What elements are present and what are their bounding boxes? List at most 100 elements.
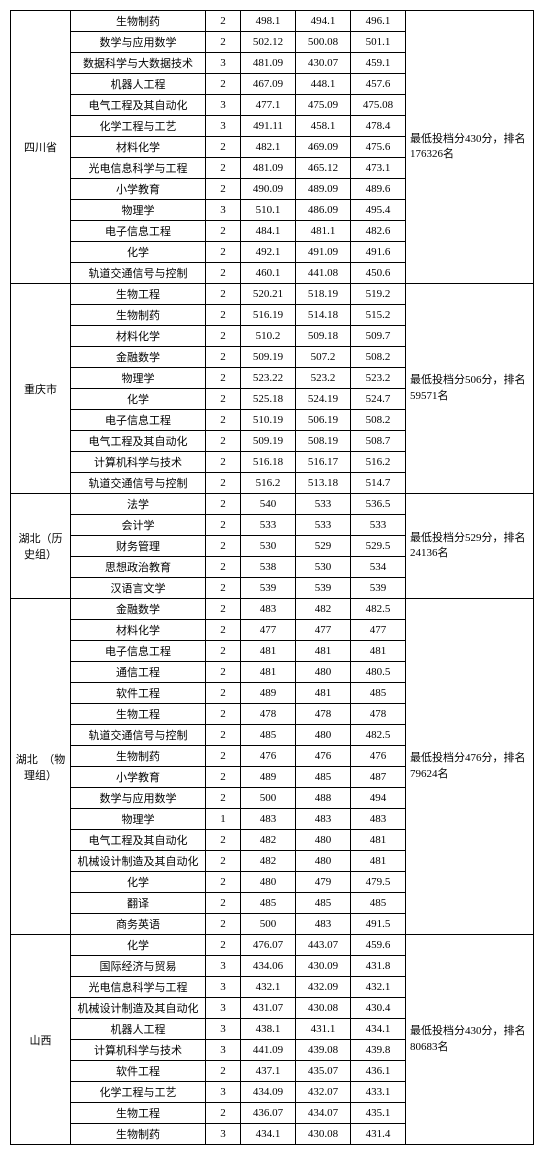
value-cell: 481 [351, 830, 406, 851]
major-cell: 物理学 [71, 200, 206, 221]
value-cell: 475.09 [296, 95, 351, 116]
value-cell: 2 [206, 620, 241, 641]
value-cell: 525.18 [241, 389, 296, 410]
value-cell: 538 [241, 557, 296, 578]
value-cell: 516.19 [241, 305, 296, 326]
value-cell: 2 [206, 326, 241, 347]
value-cell: 2 [206, 305, 241, 326]
value-cell: 432.1 [241, 977, 296, 998]
value-cell: 458.1 [296, 116, 351, 137]
value-cell: 485 [296, 893, 351, 914]
value-cell: 516.2 [351, 452, 406, 473]
value-cell: 465.12 [296, 158, 351, 179]
table-row: 四川省生物制药2498.1494.1496.1最低投档分430分，排名17632… [11, 11, 534, 32]
value-cell: 2 [206, 725, 241, 746]
value-cell: 2 [206, 431, 241, 452]
major-cell: 数学与应用数学 [71, 788, 206, 809]
value-cell: 2 [206, 221, 241, 242]
major-cell: 材料化学 [71, 137, 206, 158]
value-cell: 448.1 [296, 74, 351, 95]
value-cell: 2 [206, 788, 241, 809]
value-cell: 2 [206, 704, 241, 725]
value-cell: 2 [206, 32, 241, 53]
major-cell: 轨道交通信号与控制 [71, 725, 206, 746]
major-cell: 化学 [71, 872, 206, 893]
value-cell: 2 [206, 11, 241, 32]
value-cell: 437.1 [241, 1061, 296, 1082]
value-cell: 2 [206, 74, 241, 95]
value-cell: 496.1 [351, 11, 406, 32]
major-cell: 材料化学 [71, 620, 206, 641]
major-cell: 国际经济与贸易 [71, 956, 206, 977]
major-cell: 金融数学 [71, 599, 206, 620]
value-cell: 482 [241, 851, 296, 872]
value-cell: 523.2 [351, 368, 406, 389]
table-row: 重庆市生物工程2520.21518.19519.2最低投档分506分，排名595… [11, 284, 534, 305]
value-cell: 478 [351, 704, 406, 725]
major-cell: 机器人工程 [71, 74, 206, 95]
value-cell: 479.5 [351, 872, 406, 893]
major-cell: 法学 [71, 494, 206, 515]
table-row: 湖北（历史组）法学2540533536.5最低投档分529分，排名24136名 [11, 494, 534, 515]
value-cell: 524.7 [351, 389, 406, 410]
value-cell: 533 [296, 515, 351, 536]
value-cell: 431.8 [351, 956, 406, 977]
province-cell: 四川省 [11, 11, 71, 284]
major-cell: 通信工程 [71, 662, 206, 683]
value-cell: 2 [206, 557, 241, 578]
value-cell: 2 [206, 641, 241, 662]
province-cell: 湖北 （物理组） [11, 599, 71, 935]
value-cell: 482 [296, 599, 351, 620]
value-cell: 3 [206, 977, 241, 998]
major-cell: 电子信息工程 [71, 221, 206, 242]
value-cell: 476.07 [241, 935, 296, 956]
major-cell: 金融数学 [71, 347, 206, 368]
major-cell: 财务管理 [71, 536, 206, 557]
value-cell: 483 [241, 599, 296, 620]
value-cell: 469.09 [296, 137, 351, 158]
value-cell: 477 [296, 620, 351, 641]
value-cell: 2 [206, 746, 241, 767]
value-cell: 434.1 [241, 1124, 296, 1145]
value-cell: 432.1 [351, 977, 406, 998]
value-cell: 514.18 [296, 305, 351, 326]
value-cell: 2 [206, 767, 241, 788]
major-cell: 数据科学与大数据技术 [71, 53, 206, 74]
value-cell: 432.07 [296, 1082, 351, 1103]
major-cell: 电气工程及其自动化 [71, 95, 206, 116]
value-cell: 2 [206, 368, 241, 389]
value-cell: 3 [206, 1019, 241, 1040]
value-cell: 516.17 [296, 452, 351, 473]
value-cell: 2 [206, 179, 241, 200]
value-cell: 439.8 [351, 1040, 406, 1061]
value-cell: 523.22 [241, 368, 296, 389]
value-cell: 431.4 [351, 1124, 406, 1145]
value-cell: 2 [206, 473, 241, 494]
major-cell: 软件工程 [71, 683, 206, 704]
major-cell: 电气工程及其自动化 [71, 431, 206, 452]
value-cell: 433.1 [351, 1082, 406, 1103]
value-cell: 481 [351, 641, 406, 662]
major-cell: 化学 [71, 935, 206, 956]
value-cell: 2 [206, 515, 241, 536]
major-cell: 物理学 [71, 809, 206, 830]
value-cell: 491.6 [351, 242, 406, 263]
province-cell: 山西 [11, 935, 71, 1145]
value-cell: 508.2 [351, 347, 406, 368]
value-cell: 477 [351, 620, 406, 641]
value-cell: 509.19 [241, 431, 296, 452]
value-cell: 530 [241, 536, 296, 557]
major-cell: 物理学 [71, 368, 206, 389]
major-cell: 机械设计制造及其自动化 [71, 998, 206, 1019]
major-cell: 轨道交通信号与控制 [71, 473, 206, 494]
value-cell: 457.6 [351, 74, 406, 95]
value-cell: 2 [206, 263, 241, 284]
value-cell: 2 [206, 410, 241, 431]
value-cell: 485 [351, 683, 406, 704]
value-cell: 479 [296, 872, 351, 893]
value-cell: 506.19 [296, 410, 351, 431]
value-cell: 495.4 [351, 200, 406, 221]
value-cell: 481 [241, 662, 296, 683]
major-cell: 电气工程及其自动化 [71, 830, 206, 851]
value-cell: 500 [241, 788, 296, 809]
